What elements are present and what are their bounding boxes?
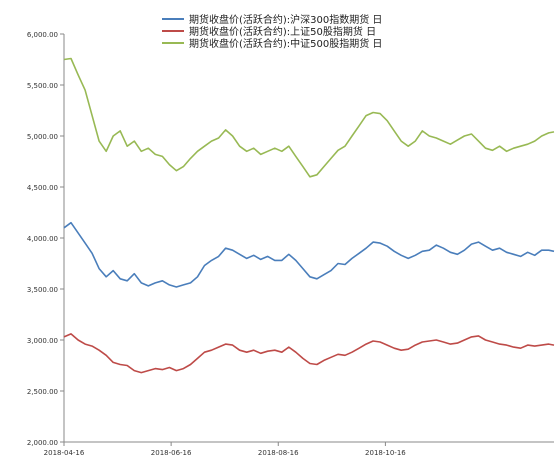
y-tick-label: 2,500.00 xyxy=(27,388,58,396)
x-tick-label: 2018-04-16 xyxy=(44,449,85,457)
y-tick-label: 6,000.00 xyxy=(27,31,58,39)
y-tick-label: 3,500.00 xyxy=(27,286,58,294)
y-tick-label: 4,000.00 xyxy=(27,235,58,243)
y-tick-label: 5,500.00 xyxy=(27,82,58,90)
legend-label-2: 期货收盘价(活跃合约):中证500股指期货 日 xyxy=(189,37,382,50)
legend-label-0: 期货收盘价(活跃合约):沪深300指数期货 日 xyxy=(189,13,382,26)
x-tick-label: 2018-10-16 xyxy=(365,449,406,457)
y-tick-label: 5,000.00 xyxy=(27,133,58,141)
series-line-2 xyxy=(63,57,555,178)
x-tick-label: 2018-08-16 xyxy=(258,449,299,457)
legend-label-1: 期货收盘价(活跃合约):上证50股指期货 日 xyxy=(189,25,376,38)
x-tick-label: 2018-06-16 xyxy=(151,449,192,457)
y-tick-label: 2,000.00 xyxy=(27,439,58,447)
series-line-0 xyxy=(63,221,555,288)
series-line-1 xyxy=(63,333,555,374)
y-tick-label: 4,500.00 xyxy=(27,184,58,192)
y-tick-label: 3,000.00 xyxy=(27,337,58,345)
